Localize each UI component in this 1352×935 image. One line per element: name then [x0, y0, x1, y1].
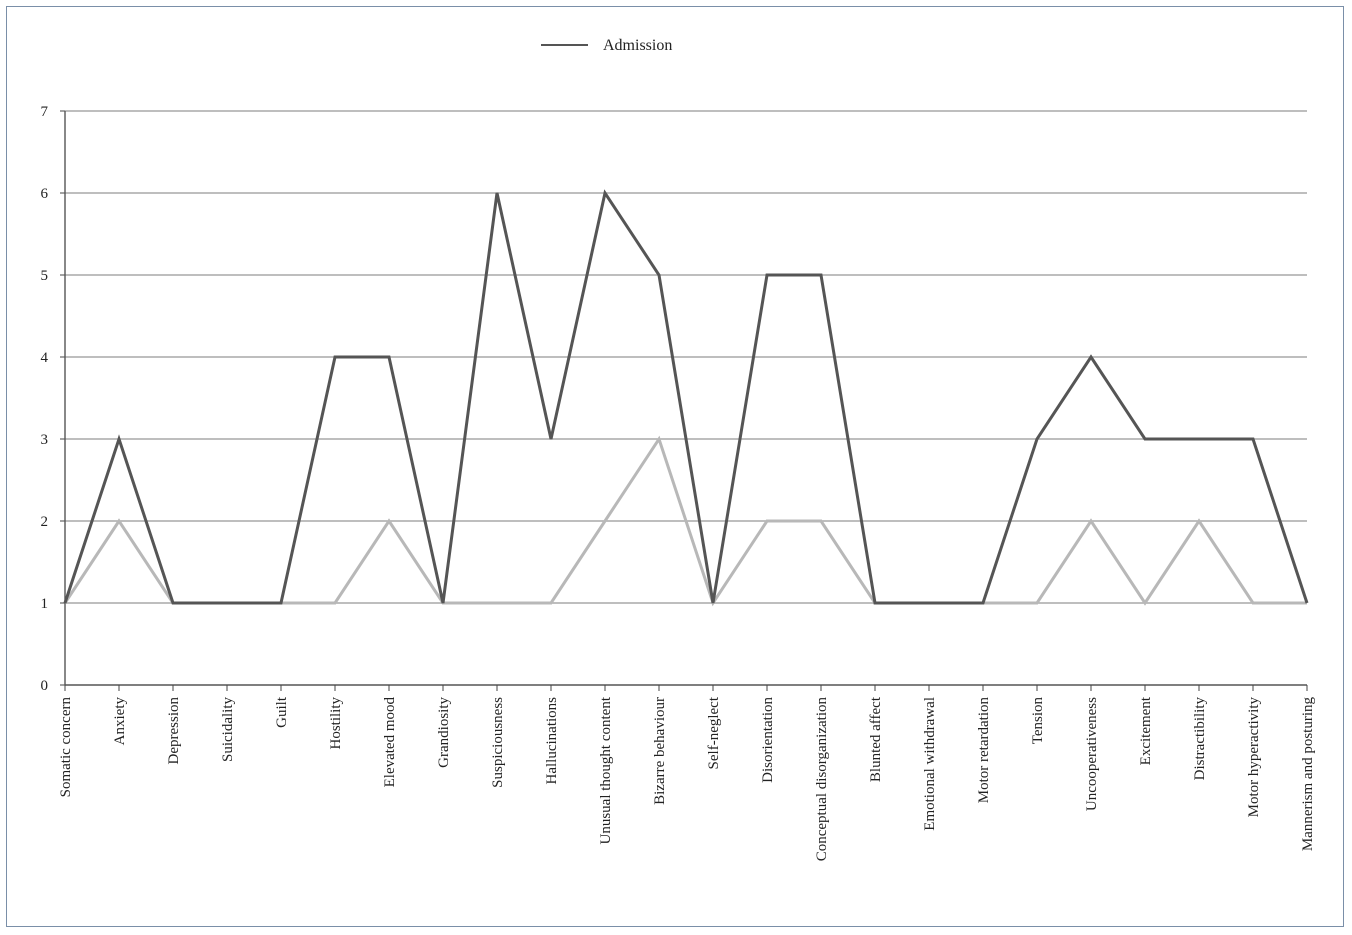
x-tick-label: Hostility: [328, 697, 344, 750]
x-tick-label: Motor hyperactivity: [1246, 697, 1262, 818]
x-tick-label: Somatic concern: [58, 697, 74, 798]
legend: Admission: [541, 37, 672, 54]
x-tick-label: Conceptual disorganization: [814, 697, 830, 862]
x-tick-label: Disorientation: [760, 697, 776, 783]
y-tick-label-2: 2: [41, 514, 49, 530]
axes: [60, 110, 1308, 691]
x-tick-label: Distractibility: [1192, 697, 1208, 781]
x-tick-label: Elevated mood: [382, 697, 398, 788]
x-tick-label: Suicidality: [220, 697, 236, 762]
x-tick-label: Mannerism and posturing: [1300, 697, 1316, 852]
x-tick-label: Bizarre behaviour: [652, 697, 668, 805]
x-tick-label: Uncooperativeness: [1084, 697, 1100, 811]
y-tick-label-4: 4: [41, 350, 49, 366]
gridlines: [65, 110, 1307, 604]
y-tick-labels: 0 1 2 3 4 5 6 7: [41, 104, 49, 694]
x-tick-label: Emotional withdrawal: [922, 697, 938, 831]
y-tick-label-6: 6: [41, 186, 49, 202]
x-tick-label: Tension: [1030, 697, 1046, 745]
series-line-admission: [63, 189, 1309, 605]
y-tick-label-1: 1: [41, 596, 49, 612]
x-tick-label: Self-neglect: [706, 696, 722, 769]
x-tick-label: Unusual thought content: [598, 696, 614, 844]
y-tick-label-3: 3: [41, 432, 49, 448]
x-tick-label: Guilt: [274, 696, 290, 728]
x-tick-label: Blunted affect: [868, 696, 884, 782]
x-tick-label: Suspiciousness: [490, 697, 506, 788]
x-tick-labels: Somatic concern Anxiety Depression Suicidal…: [58, 696, 1316, 861]
x-tick-label: Excitement: [1138, 696, 1154, 765]
legend-label-admission: Admission: [603, 37, 672, 54]
x-tick-label: Grandiosity: [436, 697, 452, 768]
x-tick-label: Motor retardation: [976, 697, 992, 804]
y-tick-label-7: 7: [41, 104, 49, 120]
y-tick-label-5: 5: [41, 268, 49, 284]
x-tick-label: Hallucinations: [544, 697, 560, 785]
chart-frame: [6, 6, 1344, 927]
x-tick-label: Anxiety: [112, 697, 128, 746]
y-tick-label-0: 0: [41, 678, 49, 694]
x-tick-label: Depression: [166, 697, 182, 765]
series-lines: [63, 189, 1309, 607]
